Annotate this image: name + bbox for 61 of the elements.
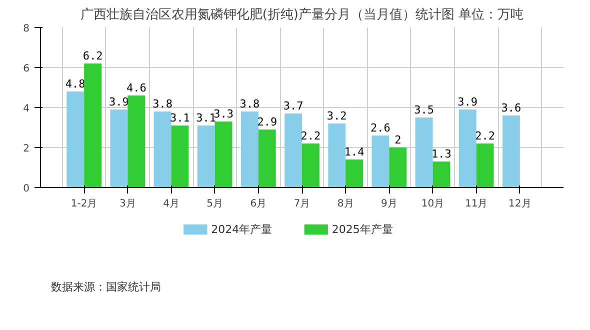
x-tick-label: 11月 (464, 198, 488, 210)
data-label: 6.2 (82, 50, 103, 62)
data-label: 2 (394, 134, 402, 146)
x-tick-label: 1-2月 (70, 198, 98, 210)
legend-label: 2025年产量 (332, 223, 393, 236)
data-label: 3.7 (283, 100, 304, 112)
data-label: 3.2 (326, 110, 347, 122)
data-label: 3.1 (170, 112, 190, 124)
bar (197, 126, 215, 188)
bar (110, 110, 128, 188)
data-label: 3.9 (458, 96, 478, 108)
y-tick-label: 2 (23, 144, 30, 154)
bar (432, 162, 450, 188)
data-label: 3.8 (152, 98, 172, 110)
y-tick-label: 4 (23, 104, 30, 114)
bar (284, 114, 302, 188)
data-label: 2.2 (475, 130, 495, 142)
x-tick-label: 3月 (119, 198, 136, 210)
data-label: 3.9 (109, 96, 129, 108)
y-tick-label: 8 (23, 24, 30, 34)
bar (302, 144, 320, 188)
x-tick-label: 4月 (163, 198, 180, 210)
bar (258, 130, 276, 188)
bar (476, 144, 494, 188)
data-label: 1.4 (344, 146, 365, 158)
x-tick-label: 5月 (206, 198, 224, 210)
bar (154, 112, 172, 188)
bar (372, 136, 390, 188)
bar (389, 148, 407, 188)
data-label: 2.2 (300, 130, 321, 142)
bar (502, 116, 520, 188)
bar (171, 126, 189, 188)
source-note: 数据来源：国家统计局 (51, 280, 161, 294)
data-label: 1.3 (432, 148, 452, 160)
data-label: 3.3 (214, 108, 234, 120)
bar (128, 96, 146, 188)
x-tick-label: 7月 (294, 198, 310, 210)
data-label: 4.6 (126, 82, 146, 94)
x-tick-label: 8月 (337, 198, 354, 210)
bar (328, 124, 346, 188)
bar (84, 64, 102, 188)
y-tick-label: 0 (23, 184, 30, 194)
x-tick-label: 12月 (508, 198, 532, 210)
data-label: 3.1 (196, 112, 216, 124)
chart-title: 广西壮族自治区农用氮磷钾化肥(折纯)产量分月（当月值）统计图 单位：万吨 (80, 8, 524, 22)
x-tick-label: 10月 (421, 198, 444, 210)
bar (415, 118, 433, 188)
x-tick-label: 6月 (250, 198, 267, 210)
bar (66, 92, 84, 188)
data-label: 3.6 (501, 102, 522, 114)
data-label: 3.8 (240, 98, 260, 110)
bar (346, 160, 364, 188)
bar (240, 112, 258, 188)
data-label: 3.5 (414, 104, 434, 116)
data-label: 2.9 (257, 116, 278, 128)
bar (458, 110, 476, 188)
legend-label: 2024年产量 (211, 223, 272, 236)
y-tick-label: 6 (23, 64, 30, 74)
x-tick-label: 9月 (380, 198, 398, 210)
data-label: 2.6 (370, 122, 390, 134)
bar (214, 122, 232, 188)
